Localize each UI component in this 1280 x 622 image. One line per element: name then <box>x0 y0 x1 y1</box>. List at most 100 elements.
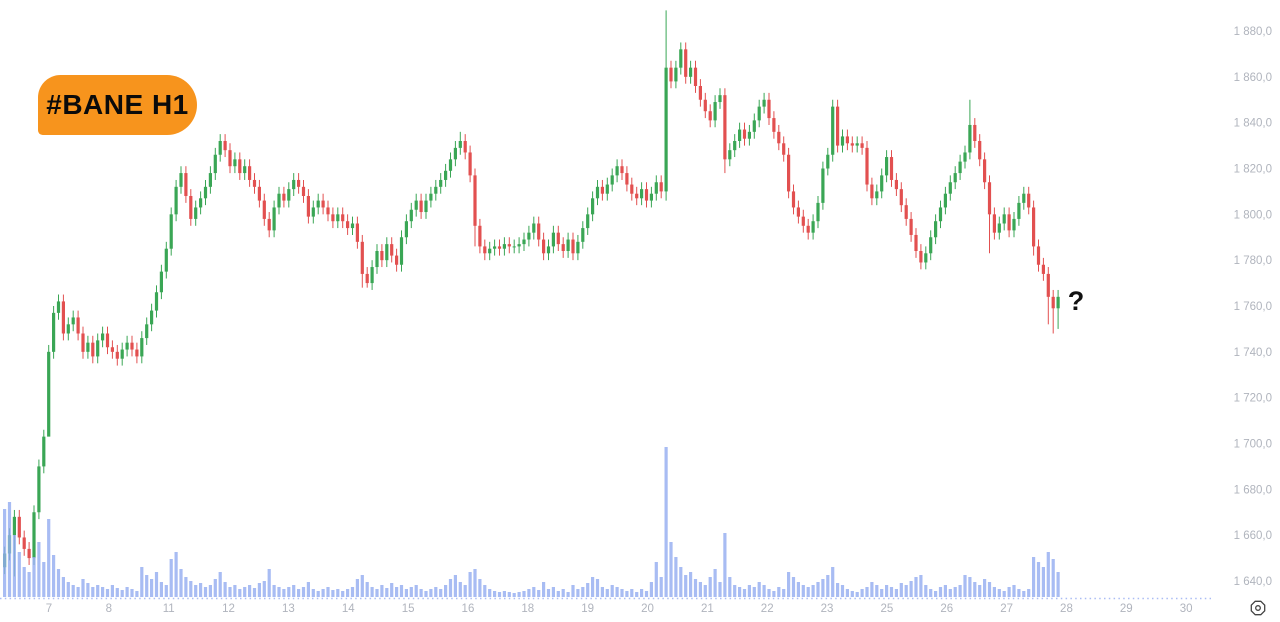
candle <box>448 159 453 171</box>
candle <box>576 241 580 254</box>
volume-bar <box>429 589 433 597</box>
candle <box>468 152 472 176</box>
volume-bar <box>522 591 526 597</box>
candle <box>326 207 330 215</box>
candle <box>914 234 918 251</box>
date-axis-label: 8 <box>106 603 112 615</box>
candle <box>56 301 61 313</box>
volume-bar <box>968 577 972 597</box>
volume-bar <box>733 585 737 597</box>
volume-bar <box>870 582 874 597</box>
candle <box>493 246 497 249</box>
volume-bar <box>399 585 404 597</box>
volume-bar <box>860 589 864 597</box>
volume-bar <box>179 569 183 597</box>
volume-bar <box>880 589 884 597</box>
candle <box>360 241 364 274</box>
volume-bar <box>311 589 315 597</box>
candle <box>630 184 634 194</box>
volume-bar <box>32 557 36 597</box>
candle <box>1046 273 1050 297</box>
volume-bar <box>493 591 497 597</box>
volume-bar <box>507 592 511 597</box>
candle <box>12 516 16 536</box>
volume-bar <box>855 592 859 597</box>
volume-bar <box>723 533 727 597</box>
candle <box>86 342 90 352</box>
volume-bar <box>306 582 310 597</box>
volume-bar <box>934 591 938 597</box>
candle <box>105 333 110 348</box>
volume-bar <box>42 562 46 597</box>
volume-bar <box>1051 559 1055 597</box>
volume-bar <box>326 587 330 597</box>
volume-bar <box>806 587 810 597</box>
volume-bar <box>644 591 649 597</box>
time-axis[interactable]: 7 8 11 12 13 14 15 16 18 19 20 21 22 23 25 26 27 28 29 30 <box>46 603 1193 615</box>
candle <box>218 141 222 155</box>
candle <box>762 99 766 107</box>
candle <box>115 351 119 359</box>
volume-bar <box>742 589 747 597</box>
candle <box>1041 264 1045 274</box>
volume-bar <box>537 590 541 597</box>
candle <box>708 111 712 121</box>
candle <box>772 118 776 132</box>
candle <box>208 173 212 187</box>
candles-layer <box>3 10 1060 577</box>
candle <box>791 191 796 208</box>
volume-bar <box>164 585 168 597</box>
candle <box>987 182 992 215</box>
volume-bar <box>37 542 41 597</box>
volume-bar <box>463 585 467 597</box>
volume-bar <box>576 589 580 597</box>
candle <box>968 124 972 153</box>
volume-bar <box>1017 589 1021 597</box>
candle <box>870 184 874 199</box>
candle <box>282 193 286 201</box>
candle <box>610 175 614 185</box>
volume-bar <box>948 589 952 597</box>
volume-bar <box>571 585 575 597</box>
candle <box>875 191 879 199</box>
date-axis-label: 16 <box>462 603 475 615</box>
volume-bar <box>380 585 384 597</box>
candle <box>439 179 443 187</box>
candle <box>321 200 325 208</box>
volume-bar <box>7 502 12 597</box>
candle <box>429 193 433 201</box>
candle <box>81 333 85 352</box>
candle <box>571 239 575 254</box>
volume-bar <box>816 582 820 597</box>
candle <box>615 166 619 176</box>
candle <box>522 239 526 245</box>
eye-icon[interactable] <box>1249 599 1267 617</box>
candle <box>605 184 609 194</box>
volume-bar <box>390 583 394 597</box>
candle <box>301 186 306 196</box>
candle <box>444 170 448 180</box>
candle <box>698 86 702 100</box>
volume-bar <box>22 567 26 597</box>
volume-bar <box>1041 567 1045 597</box>
volume-bar <box>419 589 423 597</box>
candle <box>654 182 658 194</box>
volume-bar <box>189 581 193 597</box>
volume-bar <box>826 575 830 597</box>
volume-bar <box>1002 591 1006 597</box>
candle <box>689 67 693 77</box>
candle <box>752 120 756 132</box>
volume-bar <box>150 579 154 597</box>
price-axis[interactable]: 1 880,0 1 860,0 1 840,0 1 820,0 1 800,0 1 780… <box>1234 26 1272 588</box>
volume-bar <box>899 583 903 597</box>
candle <box>924 253 928 263</box>
volume-bar <box>199 583 203 597</box>
date-axis-label: 25 <box>881 603 894 615</box>
candle <box>488 248 492 254</box>
candle <box>385 244 389 261</box>
volume-bar <box>145 575 149 597</box>
date-axis-label: 22 <box>761 603 774 615</box>
candle <box>1036 246 1041 265</box>
candle <box>659 182 663 192</box>
